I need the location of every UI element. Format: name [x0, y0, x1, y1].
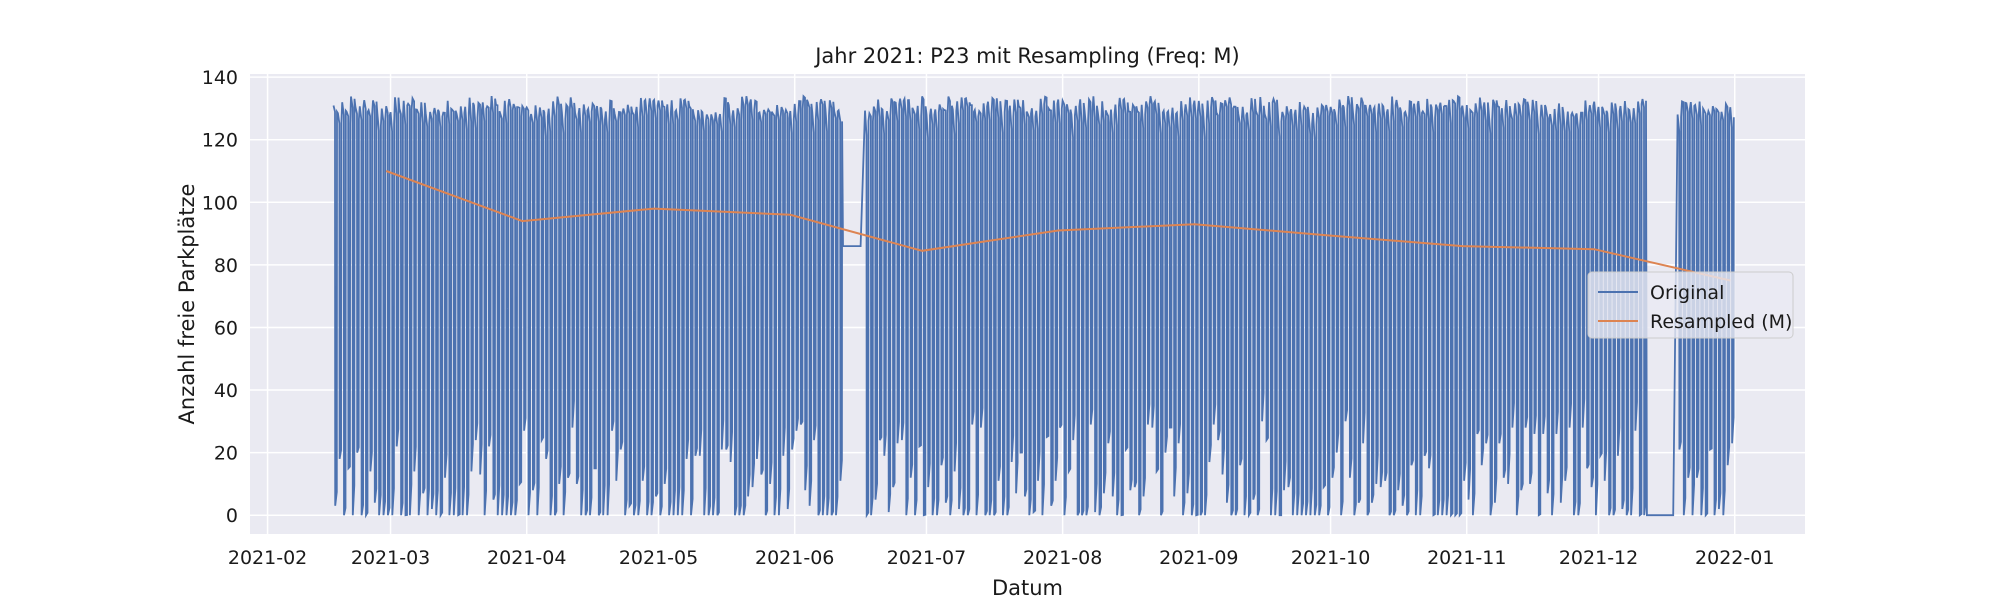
tick-labels: 0 20 40 60 80 100 120 140 2021-02 2021-03 2021-04 2… [202, 67, 1775, 569]
y-tick-label: 120 [202, 130, 238, 152]
x-tick-label: 2021-07 [887, 547, 966, 569]
x-tick-label: 2021-02 [228, 547, 307, 569]
y-tick-label: 40 [214, 380, 238, 402]
y-axis-label: Anzahl freie Parkplätze [175, 184, 199, 425]
x-tick-label: 2021-10 [1291, 547, 1370, 569]
x-tick-label: 2021-03 [351, 547, 430, 569]
x-axis-label: Datum [992, 576, 1063, 600]
series-resampled-line [385, 170, 1731, 282]
y-tick-label: 80 [214, 255, 238, 277]
x-tick-label: 2021-11 [1427, 547, 1506, 569]
series-original-line [332, 94, 1735, 519]
series-layer [332, 94, 1735, 519]
legend: Original Resampled (M) [1587, 271, 1794, 339]
y-tick-label: 0 [226, 505, 238, 527]
grid [250, 74, 1805, 534]
x-tick-label: 2021-05 [619, 547, 698, 569]
x-tick-label: 2022-01 [1695, 547, 1774, 569]
y-tick-label: 100 [202, 192, 238, 214]
legend-label-original: Original [1650, 282, 1724, 304]
x-tick-label: 2021-12 [1559, 547, 1638, 569]
legend-label-resampled: Resampled (M) [1650, 311, 1792, 333]
chart-title: Jahr 2021: P23 mit Resampling (Freq: M) [813, 44, 1240, 68]
y-tick-label: 20 [214, 443, 238, 465]
x-tick-label: 2021-06 [755, 547, 834, 569]
x-tick-label: 2021-04 [487, 547, 566, 569]
y-tick-label: 60 [214, 317, 238, 339]
x-tick-label: 2021-08 [1023, 547, 1102, 569]
legend-box [1587, 271, 1794, 339]
y-tick-label: 140 [202, 67, 238, 89]
x-tick-label: 2021-09 [1159, 547, 1238, 569]
